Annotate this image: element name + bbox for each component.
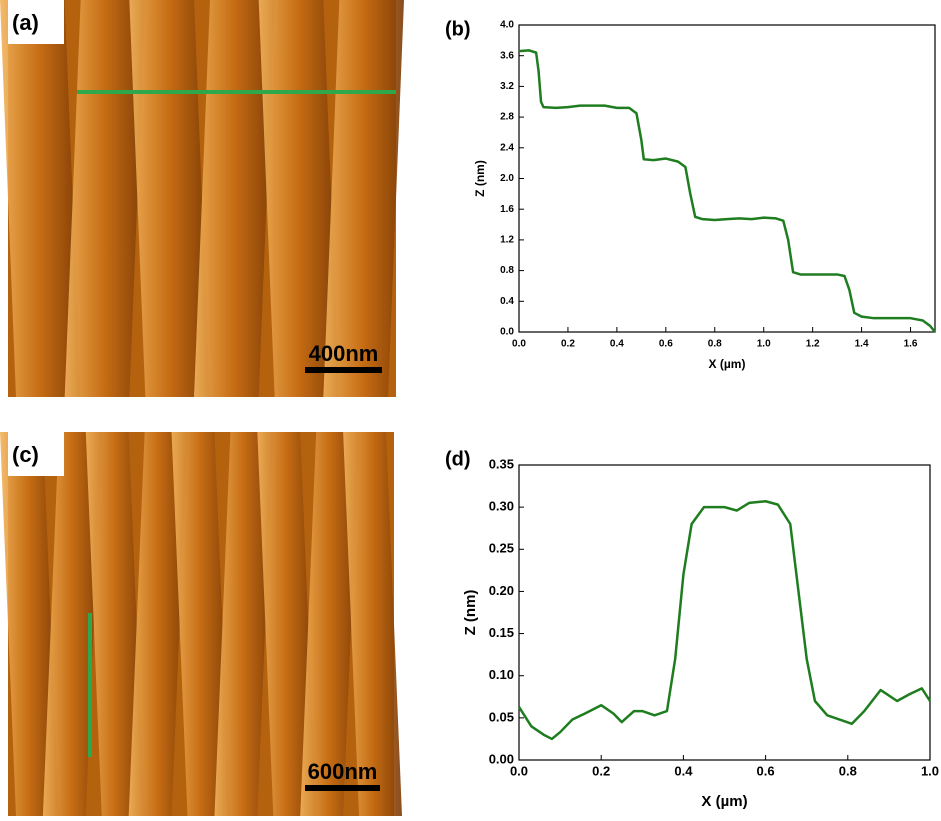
x-tick-label: 0.8: [708, 339, 722, 350]
y-axis-label: Z (nm): [473, 160, 487, 197]
plot-frame: [518, 24, 936, 333]
afm-terrace: [129, 0, 210, 397]
y-tick-label: 0.0: [500, 327, 514, 338]
afm-terrace: [323, 0, 404, 397]
y-tick-label: 0.05: [489, 709, 514, 724]
x-tick-label: 0.2: [592, 763, 610, 778]
afm-terrace: [64, 0, 146, 397]
label-box: [8, 0, 64, 44]
y-tick-label: 3.6: [500, 50, 514, 61]
panel-label: (a): [12, 10, 39, 35]
afm-image: (c) 600nm: [0, 432, 402, 816]
afm-image: (a) 400nm: [0, 0, 404, 397]
afm-terrace: [343, 432, 402, 816]
afm-terrace: [257, 432, 317, 816]
afm-terrace: [0, 0, 81, 397]
afm-terrace: [128, 432, 188, 816]
chart: (d) 0.0 0.2 0.4 0.6 0.8 1.0 0.00 0.05 0.10 0.15 0.2…: [445, 448, 939, 810]
afm-terrace: [171, 432, 231, 816]
afm-terrace: [85, 432, 145, 816]
x-tick-label: 1.4: [855, 339, 869, 350]
x-tick-label: 1.6: [904, 339, 918, 350]
afm-terrace: [300, 432, 360, 816]
scale-bar: [305, 785, 380, 791]
afm-terrace: [214, 432, 274, 816]
panel-label: (b): [445, 18, 471, 40]
plot-frame: [518, 464, 931, 761]
y-tick-label: 0.10: [489, 667, 514, 682]
y-tick-label: 0.15: [489, 625, 514, 640]
afm-terrace: [42, 432, 102, 816]
x-tick-label: 0.4: [610, 339, 624, 350]
x-tick-label: 0.4: [674, 763, 693, 778]
y-tick-label: 1.6: [500, 204, 514, 215]
x-tick-label: 1.2: [806, 339, 820, 350]
x-tick-label: 0.2: [561, 339, 575, 350]
scale-bar: [305, 367, 382, 373]
x-axis-label: X (µm): [701, 793, 747, 810]
profile-curve: [517, 499, 932, 741]
scale-bar-label: 400nm: [309, 341, 379, 366]
y-tick-label: 3.2: [500, 81, 514, 92]
y-tick-label: 2.4: [500, 142, 514, 153]
y-tick-label: 2.8: [500, 112, 514, 123]
y-tick-label: 4.0: [500, 20, 514, 31]
label-box: [8, 432, 64, 476]
y-axis-label: Z (nm): [462, 590, 479, 636]
x-axis-label: X (µm): [709, 357, 746, 371]
panel-label: (d): [445, 448, 471, 470]
afm-terrace: [194, 0, 275, 397]
y-tick-label: 0.4: [500, 296, 514, 307]
y-tick-label: 0.35: [489, 456, 514, 471]
y-tick-label: 0.30: [489, 499, 514, 514]
x-tick-label: 1.0: [921, 763, 939, 778]
y-tick-label: 0.8: [500, 265, 514, 276]
x-tick-label: 0.8: [839, 763, 857, 778]
x-tick-label: 0.6: [659, 339, 673, 350]
y-tick-label: 1.2: [500, 235, 514, 246]
y-tick-label: 0.20: [489, 583, 514, 598]
y-tick-label: 0.00: [489, 751, 514, 766]
x-tick-label: 0.0: [510, 763, 528, 778]
chart: (b) 0.0 0.2 0.4 0.6 0.8 1.0 1.2 1.4 1.6 0.0 0.4 0.8 1…: [445, 18, 936, 371]
x-tick-label: 0.0: [512, 339, 526, 350]
x-tick-label: 0.6: [757, 763, 775, 778]
y-tick-label: 0.25: [489, 541, 514, 556]
y-tick-label: 2.0: [500, 173, 514, 184]
panel-label: (c): [12, 442, 39, 467]
afm-terrace: [0, 432, 59, 816]
profile-curve: [518, 49, 936, 333]
afm-terrace: [258, 0, 340, 397]
x-tick-label: 1.0: [757, 339, 771, 350]
scale-bar-label: 600nm: [308, 759, 378, 784]
